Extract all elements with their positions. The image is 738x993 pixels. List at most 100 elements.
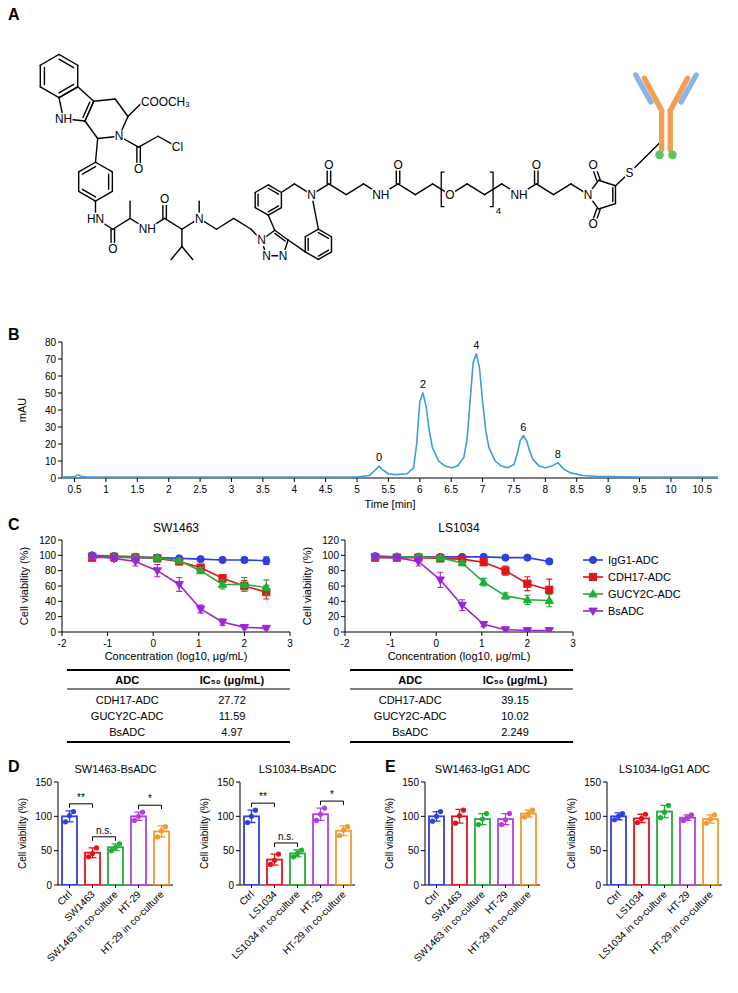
figure: ABCDENHCOOCH₃NOClHNONHONNNNNONHOO4NHONOO… xyxy=(0,0,738,993)
x-tick-label: 2.5 xyxy=(193,484,207,495)
marker xyxy=(502,567,509,574)
atom-label: O xyxy=(532,158,541,172)
x-tick-label: 3 xyxy=(229,484,235,495)
x-tick-label: 7.5 xyxy=(507,484,521,495)
structure: NHCOOCH₃NOClHNONHONNNNNONHOO4NHONOOS xyxy=(40,54,696,262)
data-point xyxy=(480,816,485,821)
data-point xyxy=(662,810,667,815)
bond xyxy=(182,247,193,260)
x-tick xyxy=(297,885,298,888)
atom-label: O xyxy=(589,217,598,231)
data-point xyxy=(639,816,644,821)
y-tick-label: 100 xyxy=(402,811,419,822)
y-tick-label: 70 xyxy=(45,354,57,365)
y-axis xyxy=(240,782,241,885)
chart-title: SW1463-BsADC xyxy=(75,763,157,775)
table-cell: 11.59 xyxy=(219,710,246,722)
y-tick xyxy=(54,885,58,886)
y-tick xyxy=(58,410,62,411)
x-axis xyxy=(62,632,290,633)
antibody-fc xyxy=(655,151,664,160)
table-rule xyxy=(67,741,290,743)
data-point xyxy=(620,811,625,816)
bar xyxy=(336,831,351,885)
bond xyxy=(82,167,95,175)
marker xyxy=(218,619,226,626)
y-axis-title: Cell viability (%) xyxy=(17,798,28,869)
bond xyxy=(216,218,233,229)
data-point xyxy=(318,812,323,817)
x-tick xyxy=(74,478,75,482)
bond xyxy=(112,172,113,191)
table-cell: BsADC xyxy=(109,726,145,738)
peak-label: 4 xyxy=(473,339,479,351)
data-point xyxy=(67,813,72,818)
x-tick xyxy=(608,478,609,482)
y-tick xyxy=(54,782,58,783)
series-line xyxy=(92,556,266,628)
x-tick xyxy=(482,478,483,482)
atom-label: NH xyxy=(55,112,72,126)
x-tick xyxy=(664,885,665,888)
x-tick-label: 9.5 xyxy=(633,484,647,495)
y-tick xyxy=(341,601,345,602)
atom-label: O xyxy=(324,158,333,172)
marker xyxy=(175,582,183,589)
table-header: ADC xyxy=(398,674,422,686)
bond xyxy=(257,194,258,206)
y-tick-label: 100 xyxy=(39,550,56,561)
data-point xyxy=(507,811,512,816)
data-point xyxy=(430,819,435,824)
bond xyxy=(40,54,59,65)
series-line xyxy=(375,557,549,631)
x-tick xyxy=(573,632,574,636)
table-cell: 10.02 xyxy=(501,710,529,722)
table-cell: GUCY2C-ADC xyxy=(374,710,447,722)
y-axis-title: Cell viability (%) xyxy=(199,798,210,869)
bond xyxy=(139,136,158,147)
y-tick-label: 50 xyxy=(223,845,235,856)
significance-bracket xyxy=(321,801,344,805)
y-tick xyxy=(58,540,62,541)
data-point xyxy=(522,814,527,819)
bar xyxy=(154,831,169,885)
marker xyxy=(110,556,118,563)
bar xyxy=(498,819,513,885)
x-tick xyxy=(527,632,528,636)
atom-label: O xyxy=(445,188,454,202)
x-tick xyxy=(107,632,108,636)
bond xyxy=(599,204,616,209)
x-tick xyxy=(639,478,640,482)
bond xyxy=(96,162,113,172)
y-tick-label: 50 xyxy=(41,845,53,856)
panel-letter: B xyxy=(8,326,20,343)
marker xyxy=(393,554,400,561)
y-tick xyxy=(58,570,62,571)
y-tick xyxy=(58,461,62,462)
data-point xyxy=(612,817,617,822)
y-tick-label: 0 xyxy=(50,627,56,638)
plot-area xyxy=(62,809,169,885)
y-tick xyxy=(54,816,58,817)
marker xyxy=(240,625,248,632)
y-tick xyxy=(341,555,345,556)
y-tick xyxy=(603,885,607,886)
y-tick-label: 0 xyxy=(333,627,339,638)
bond xyxy=(59,87,78,98)
x-tick-label: 0 xyxy=(150,638,156,649)
y-tick xyxy=(341,632,345,633)
bond xyxy=(346,184,363,195)
legend-label: IgG1-ADC xyxy=(608,554,659,566)
atom-label: O xyxy=(108,242,117,256)
marker xyxy=(262,583,270,590)
x-tick xyxy=(200,478,201,482)
marker xyxy=(502,554,509,561)
x-tick xyxy=(505,885,506,888)
x-tick xyxy=(388,478,389,482)
y-tick-label: 60 xyxy=(45,581,57,592)
x-tick xyxy=(343,885,344,888)
y-tick xyxy=(421,885,425,886)
legend-label: CDH17-ADC xyxy=(608,571,671,583)
series-line xyxy=(375,558,549,590)
x-tick xyxy=(325,478,326,482)
